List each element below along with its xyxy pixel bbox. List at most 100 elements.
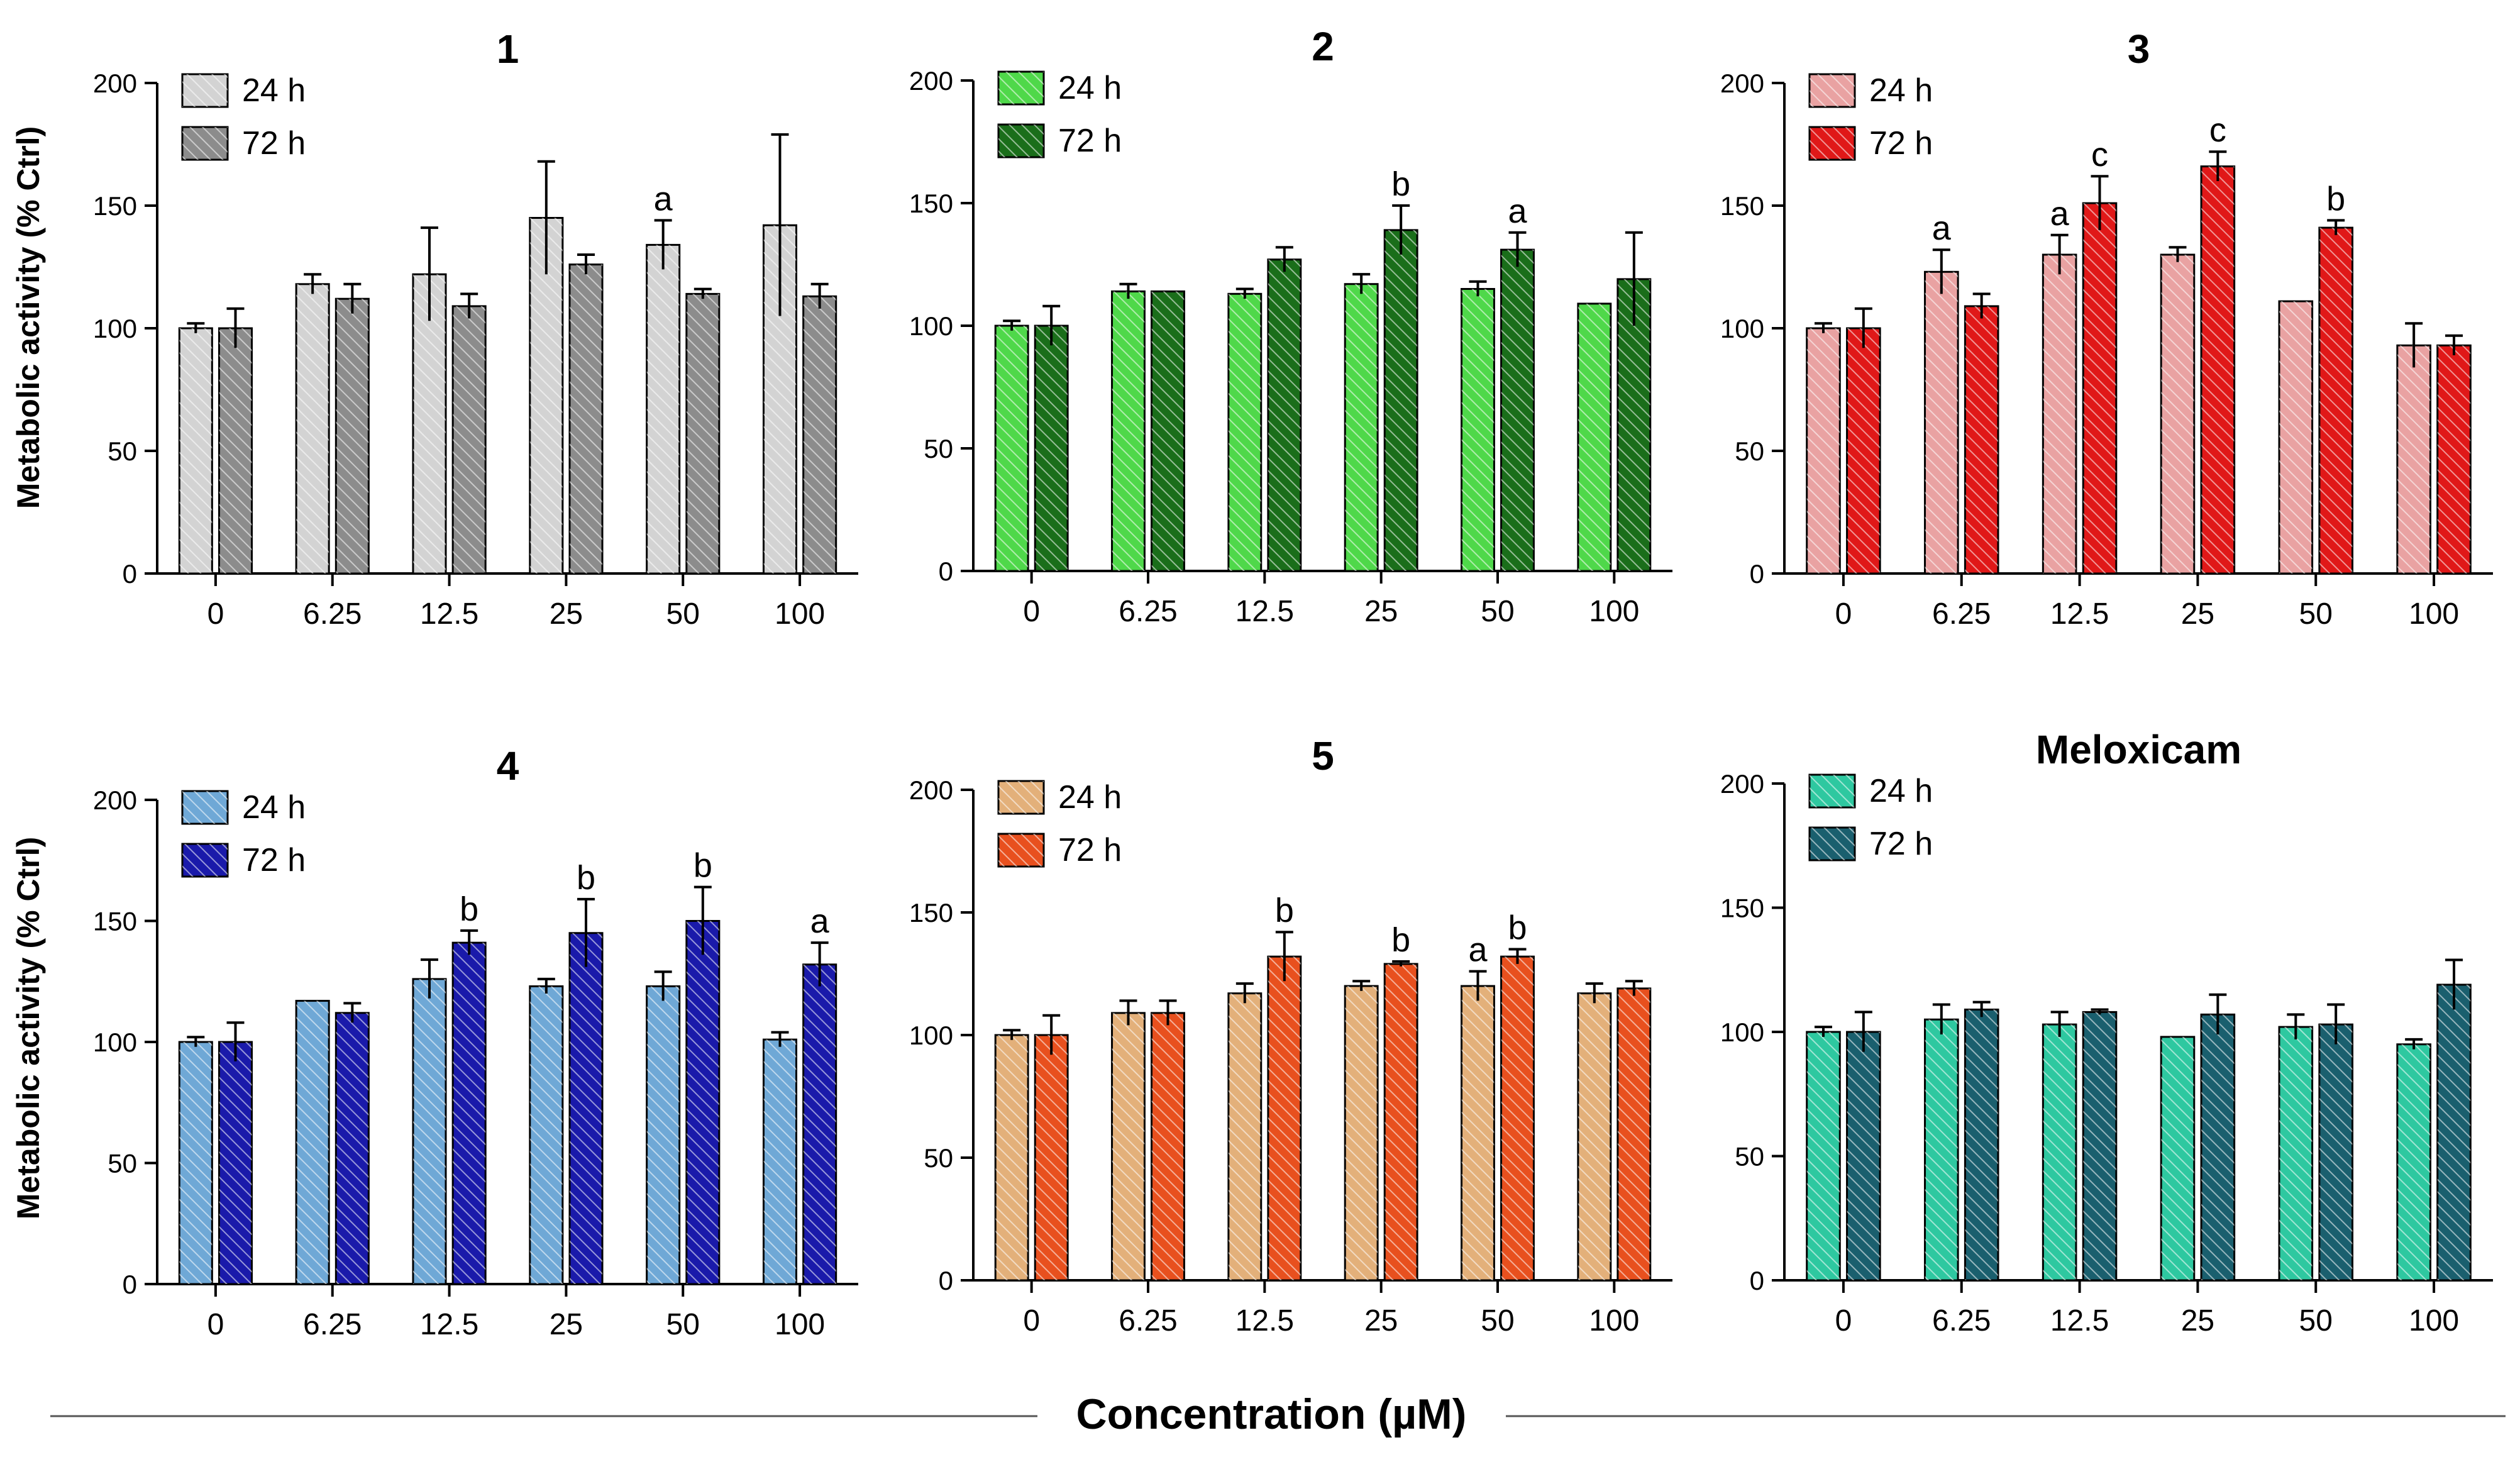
x-tick-label: 25 [2181,597,2214,631]
legend-label: 24 h [242,789,306,826]
bar-hatch [2279,301,2313,573]
significance-letter: a [1508,192,1527,230]
legend-swatch-hatch [1810,127,1855,160]
bar-hatch [1345,284,1378,571]
bar-hatch [296,284,329,573]
bar-hatch [686,294,719,573]
significance-letter: b [694,847,712,885]
bar-hatch [646,245,680,573]
bar-hatch [1345,986,1378,1280]
y-tick-label: 200 [93,69,137,98]
x-tick-label: 25 [1364,595,1398,628]
chart-panel-6: Meloxicam 0 50 100 150 200 0 6.25 12.5 25 50 100 24 … [1720,727,2493,1338]
x-tick-label: 50 [666,597,700,631]
bar-hatch [2397,345,2431,573]
chart-panel-4: 4 0 50 100 150 200 0 6.25 12.5 b 25 b 50 b 100 a 24 h 72 … [93,743,858,1341]
bar-hatch [336,299,369,573]
legend-label: 72 h [242,842,306,878]
y-tick-label: 150 [1720,894,1764,923]
legend-label: 72 h [242,125,306,162]
bar-hatch [2043,1024,2076,1280]
x-tick-label: 12.5 [420,597,478,631]
y-tick-label: 150 [93,191,137,221]
legend-label: 72 h [1869,826,1933,862]
bar-hatch [1806,1032,1840,1280]
bar-hatch [2397,1044,2431,1280]
bar-hatch [1501,956,1534,1280]
x-tick-label: 0 [207,1308,224,1341]
x-tick-label: 0 [1023,1304,1040,1338]
bar-hatch [296,1000,329,1284]
x-tick-label: 100 [1589,1304,1639,1338]
bar-hatch [412,274,446,573]
x-tick-label: 6.25 [1119,595,1177,628]
x-tick-label: 25 [2181,1304,2214,1338]
bar-hatch [2437,345,2471,573]
bar-hatch [336,1012,369,1284]
legend-label: 24 h [1869,72,1933,109]
y-tick-label: 200 [909,66,953,96]
y-tick-label: 50 [1735,1142,1764,1172]
y-tick-label: 0 [123,1270,137,1299]
y-tick-label: 50 [108,436,137,466]
bar-hatch [803,296,836,573]
chart-panel-2: 2 0 50 100 150 200 0 6.25 12.5 25 b 50 a 100 24 h 72 h [909,24,1672,628]
y-tick-label: 100 [909,311,953,341]
legend-swatch-hatch [1810,828,1855,860]
chart-title: 1 [497,26,519,72]
legend-swatch-hatch [182,844,228,877]
bar-hatch [1228,294,1261,571]
legend-swatch-hatch [1810,775,1855,807]
bar-hatch [569,933,603,1284]
significance-letter: b [577,859,595,897]
x-tick-label: 12.5 [1235,1304,1294,1338]
legend-label: 72 h [1058,832,1122,868]
x-tick-label: 100 [775,1308,825,1341]
bar-hatch [2161,255,2194,573]
significance-letter: a [1468,931,1488,969]
bar-hatch [995,1035,1029,1280]
bar-hatch [2279,1027,2313,1280]
x-tick-label: 25 [550,597,583,631]
y-tick-label: 0 [939,1266,953,1295]
chart-title: 5 [1312,733,1334,778]
chart-title: 4 [497,743,519,789]
bar-hatch [1617,279,1650,571]
x-tick-label: 100 [1589,595,1639,628]
significance-letter: a [2050,195,2070,233]
x-tick-label: 6.25 [1932,597,1991,631]
y-tick-label: 50 [924,1143,953,1173]
bar-hatch [1847,1032,1881,1280]
bar-hatch [686,921,719,1284]
significance-letter: b [1391,921,1410,959]
significance-letter: a [810,902,830,940]
y-tick-label: 50 [1735,436,1764,466]
legend-label: 72 h [1869,125,1933,162]
bar-hatch [1965,306,1998,573]
x-tick-label: 100 [775,597,825,631]
x-tick-label: 100 [2409,1304,2459,1338]
legend-swatch-hatch [1810,74,1855,107]
bar-hatch [2201,166,2235,574]
bar-hatch [1384,230,1418,571]
legend-swatch-hatch [998,72,1044,104]
bar-hatch [1035,326,1068,571]
significance-letter: c [2091,136,2108,174]
bar-hatch [219,328,252,573]
bar-hatch [529,218,563,573]
x-tick-label: 6.25 [1932,1304,1991,1338]
y-tick-label: 150 [909,189,953,218]
bar-hatch [1847,328,1881,573]
x-tick-label: 6.25 [303,597,362,631]
x-tick-label: 12.5 [420,1308,478,1341]
y-tick-label: 200 [909,775,953,805]
bar-hatch [569,264,603,573]
y-axis-label-bottom: Metabolic activity (% Ctrl) [11,837,46,1219]
x-tick-label: 12.5 [2050,597,2109,631]
bar-hatch [763,1039,797,1284]
bar-hatch [412,978,446,1284]
y-tick-label: 0 [1750,1266,1764,1295]
y-tick-label: 0 [123,559,137,589]
